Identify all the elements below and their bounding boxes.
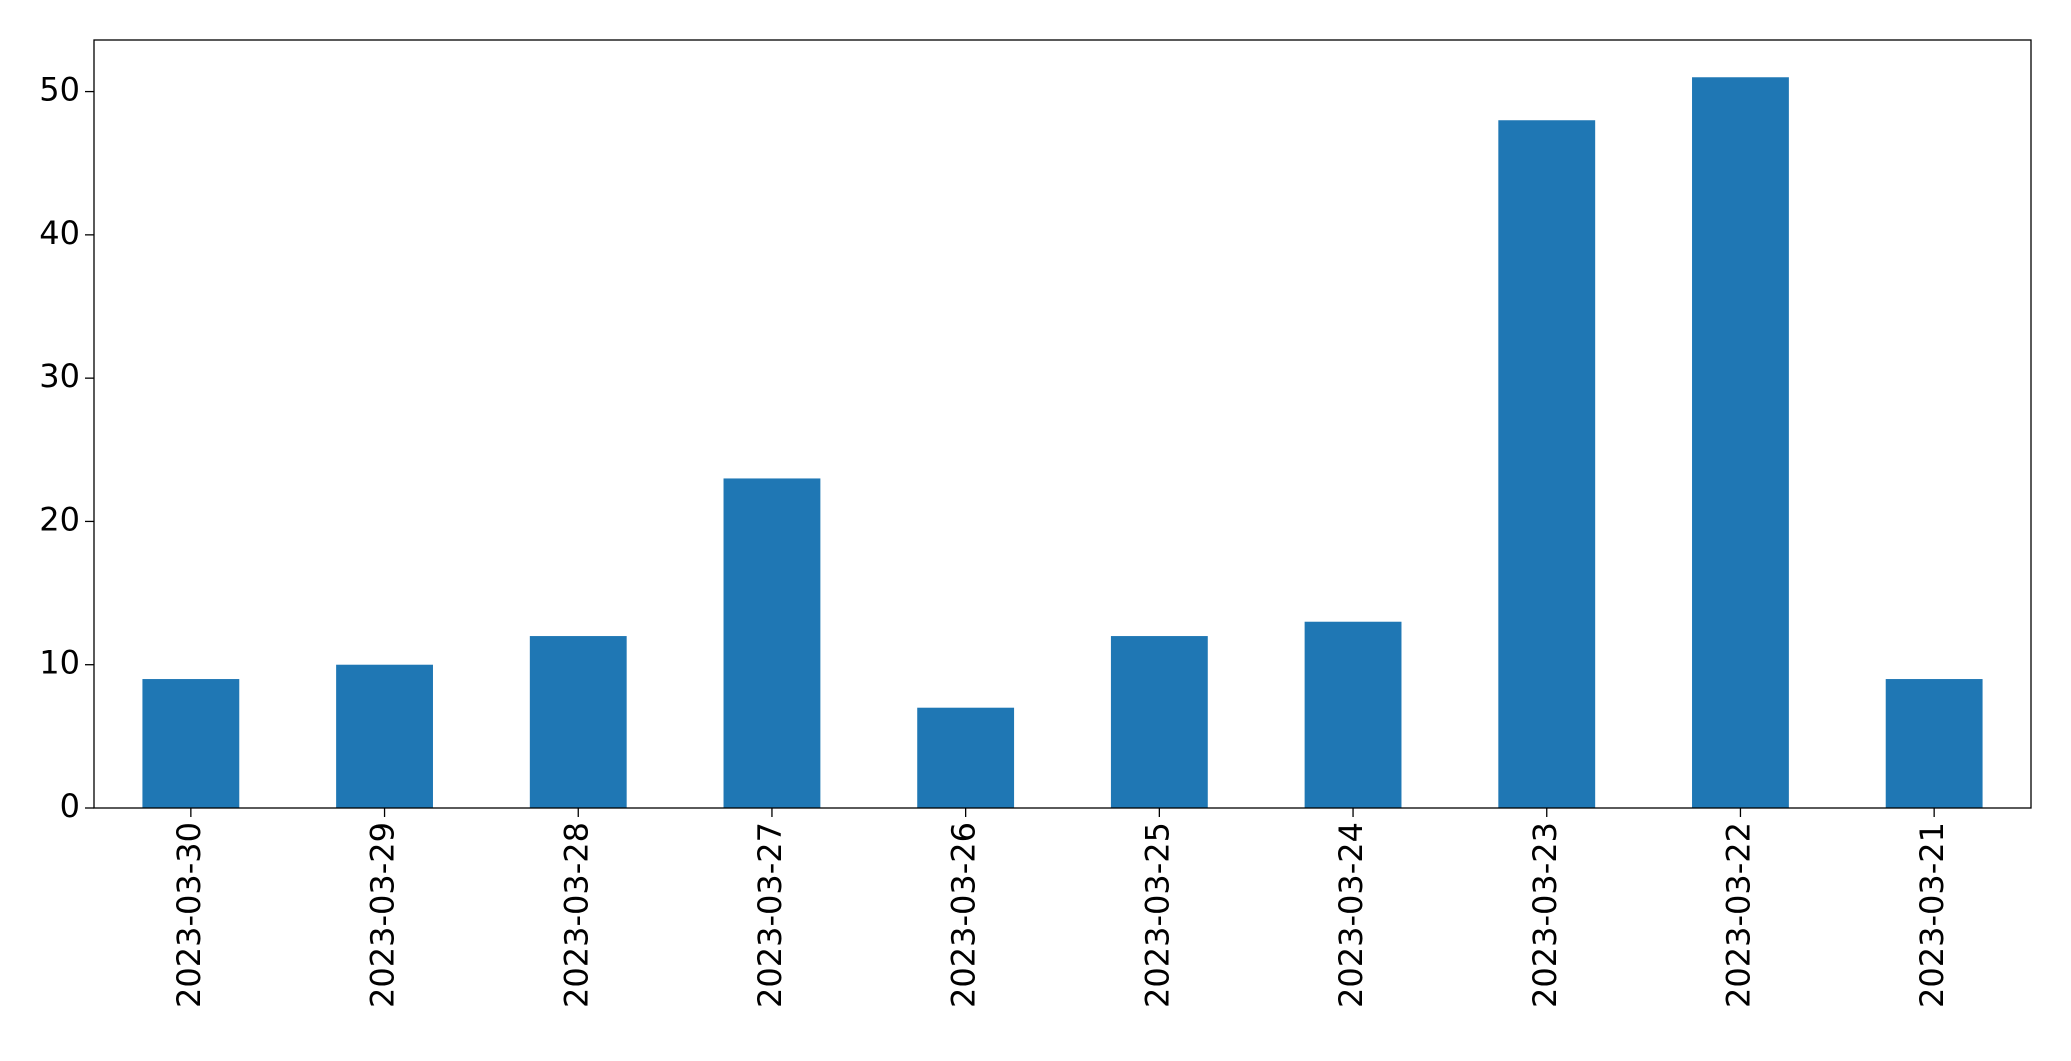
y-tick-label: 30 (39, 357, 80, 395)
bar (336, 664, 433, 808)
bar (1885, 679, 1983, 808)
x-tick-label: 2023-03-25 (1138, 822, 1176, 1008)
bar (1498, 120, 1596, 808)
bar (1304, 621, 1402, 808)
bar (1692, 77, 1789, 809)
bar (1110, 636, 1208, 808)
axes-frame (93, 39, 2032, 809)
y-tick-label: 0 (60, 787, 80, 825)
bar (529, 636, 627, 808)
x-tick-label: 2023-03-26 (945, 822, 983, 1008)
plot-area (142, 77, 1983, 809)
x-tick-label: 2023-03-27 (751, 822, 789, 1008)
y-tick-label: 40 (39, 214, 80, 252)
x-tick-label: 2023-03-23 (1526, 822, 1564, 1008)
bar (142, 679, 240, 808)
y-tick-label: 10 (39, 644, 80, 682)
y-tick-label: 20 (39, 500, 80, 538)
x-tick-label: 2023-03-30 (170, 822, 208, 1008)
x-tick-label: 2023-03-29 (364, 822, 402, 1008)
x-tick-label: 2023-03-21 (1913, 822, 1951, 1008)
x-tick-label: 2023-03-28 (557, 822, 595, 1008)
bar (917, 707, 1015, 808)
x-tick-label: 2023-03-22 (1719, 822, 1757, 1008)
y-tick-label: 50 (39, 71, 80, 109)
x-tick-label: 2023-03-24 (1332, 822, 1370, 1008)
bar (723, 478, 821, 808)
